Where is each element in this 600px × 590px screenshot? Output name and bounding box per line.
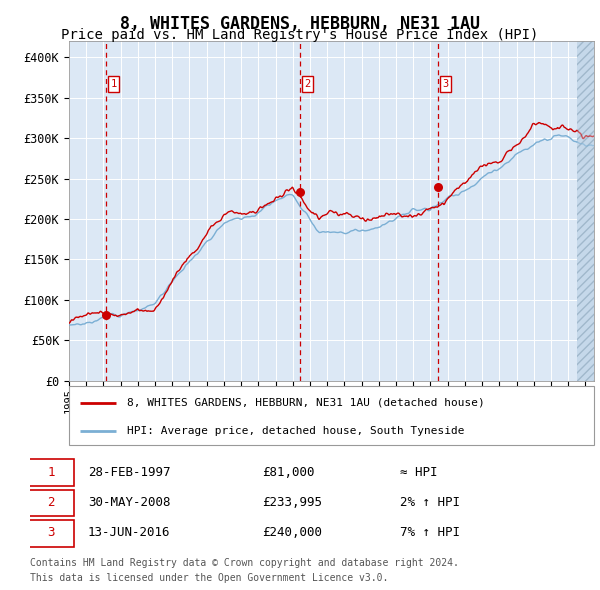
- Text: 8, WHITES GARDENS, HEBBURN, NE31 1AU: 8, WHITES GARDENS, HEBBURN, NE31 1AU: [120, 15, 480, 33]
- Text: 1: 1: [110, 79, 116, 89]
- Bar: [577, 41, 594, 381]
- Text: 3: 3: [47, 526, 55, 539]
- Text: 2% ↑ HPI: 2% ↑ HPI: [400, 496, 460, 509]
- Text: 1: 1: [47, 466, 55, 479]
- Text: 28-FEB-1997: 28-FEB-1997: [88, 466, 170, 479]
- Text: 30-MAY-2008: 30-MAY-2008: [88, 496, 170, 509]
- Text: 7% ↑ HPI: 7% ↑ HPI: [400, 526, 460, 539]
- Text: This data is licensed under the Open Government Licence v3.0.: This data is licensed under the Open Gov…: [30, 573, 388, 583]
- FancyBboxPatch shape: [27, 460, 74, 486]
- Text: Contains HM Land Registry data © Crown copyright and database right 2024.: Contains HM Land Registry data © Crown c…: [30, 558, 459, 568]
- FancyBboxPatch shape: [69, 386, 594, 445]
- Text: £233,995: £233,995: [262, 496, 322, 509]
- Text: HPI: Average price, detached house, South Tyneside: HPI: Average price, detached house, Sout…: [127, 426, 464, 435]
- FancyBboxPatch shape: [27, 490, 74, 516]
- Text: 13-JUN-2016: 13-JUN-2016: [88, 526, 170, 539]
- Text: 3: 3: [443, 79, 449, 89]
- Text: 8, WHITES GARDENS, HEBBURN, NE31 1AU (detached house): 8, WHITES GARDENS, HEBBURN, NE31 1AU (de…: [127, 398, 485, 408]
- Text: £81,000: £81,000: [262, 466, 314, 479]
- Text: £240,000: £240,000: [262, 526, 322, 539]
- FancyBboxPatch shape: [27, 520, 74, 547]
- Text: 2: 2: [47, 496, 55, 509]
- Text: ≈ HPI: ≈ HPI: [400, 466, 437, 479]
- Text: Price paid vs. HM Land Registry's House Price Index (HPI): Price paid vs. HM Land Registry's House …: [61, 28, 539, 42]
- Text: 2: 2: [304, 79, 311, 89]
